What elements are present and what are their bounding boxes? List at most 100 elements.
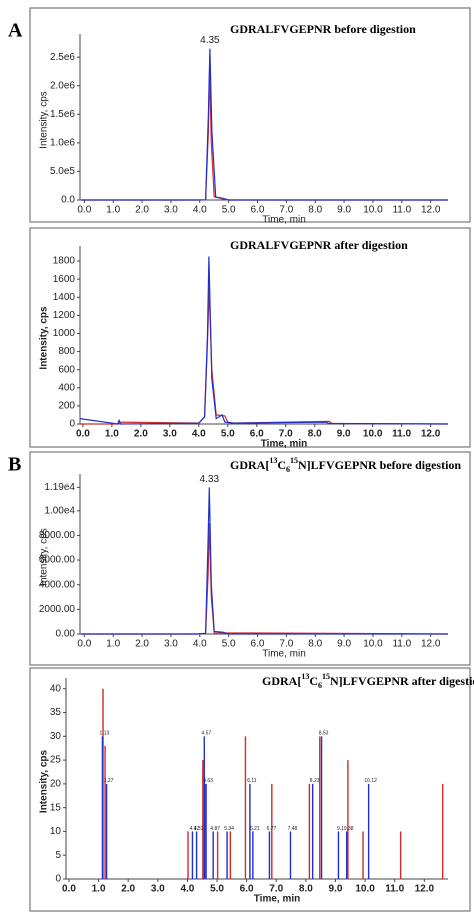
x-tick-label: 1.0 [92, 884, 106, 895]
chart-title: GDRA[13C615N]LFVGEPNR after digestion [262, 672, 474, 690]
x-tick-label: 6.0 [240, 884, 254, 895]
chromatogram-line [81, 523, 449, 635]
y-axis-label: Intensity, cps [39, 306, 50, 370]
x-tick-label: 8.0 [308, 429, 322, 440]
y-tick-label: 0.0 [61, 195, 75, 206]
y-tick-label: 25 [50, 755, 62, 766]
peak-label: 9.1 [337, 826, 344, 832]
title-part: 15 [290, 456, 298, 465]
y-tick-label: 0.00 [56, 629, 76, 640]
peak-label: 4.17 [190, 826, 200, 832]
x-tick-label: 0.0 [76, 429, 90, 440]
y-tick-label: 600 [58, 364, 75, 375]
x-tick-label: 10.0 [363, 639, 383, 650]
x-tick-label: 2.0 [135, 639, 149, 650]
y-tick-label: 1.00e4 [44, 505, 75, 516]
x-tick-label: 12.0 [415, 884, 435, 895]
y-tick-label: 5.0e5 [50, 166, 75, 177]
x-tick-label: 1.0 [106, 205, 120, 216]
peak-label: 1.13 [100, 731, 110, 737]
y-tick-label: 5 [55, 850, 61, 861]
x-tick-label: 11.0 [392, 429, 411, 440]
y-tick-label: 8000.00 [39, 530, 76, 541]
peak-label: 1.27 [104, 778, 114, 784]
x-axis-label: Time, min [254, 894, 301, 905]
x-tick-label: 9.0 [329, 884, 343, 895]
y-tick-label: 6000.00 [39, 555, 76, 566]
chromatogram-line [80, 288, 449, 425]
y-tick-label: 2.5e6 [50, 52, 75, 63]
x-tick-label: 7.0 [279, 639, 293, 650]
y-tick-label: 30 [50, 731, 62, 742]
x-tick-label: 1.0 [106, 639, 120, 650]
x-tick-label: 7.0 [279, 205, 293, 216]
x-tick-label: 3.0 [164, 205, 178, 216]
peak-label: 10.12 [364, 778, 377, 784]
x-tick-label: 8.0 [308, 205, 322, 216]
x-axis-label: Time, min [262, 649, 306, 660]
panel-frame [29, 667, 471, 912]
title-part: 15 [322, 672, 330, 681]
y-tick-label: 1.5e6 [50, 109, 75, 120]
x-tick-label: 5.0 [222, 205, 236, 216]
x-tick-label: 0.0 [77, 205, 91, 216]
panel-frame [29, 7, 471, 223]
y-tick-label: 20 [50, 779, 62, 790]
x-tick-label: 1.0 [105, 429, 119, 440]
peak-label: 5.34 [224, 826, 234, 832]
x-tick-label: 4.0 [180, 884, 194, 895]
title-part: N]LFVGEPNR after digestion [330, 674, 474, 688]
peak-label: 9.38 [344, 826, 354, 832]
y-tick-label: 4000.00 [39, 579, 76, 590]
x-tick-label: 9.0 [337, 205, 351, 216]
x-tick-label: 6.0 [251, 205, 265, 216]
y-tick-label: 10 [50, 826, 62, 837]
x-axis-label: Time, min [262, 215, 306, 226]
x-tick-label: 10.0 [363, 205, 383, 216]
title-part: 6 [318, 681, 322, 690]
x-tick-label: 6.0 [250, 429, 264, 440]
x-tick-label: 5.0 [222, 639, 236, 650]
y-tick-label: 15 [50, 802, 62, 813]
y-tick-label: 0 [55, 874, 61, 885]
title-part: C [277, 458, 286, 472]
peak-annotation: 4.35 [200, 35, 220, 46]
x-tick-label: 3.0 [164, 639, 178, 650]
panel-label: B [8, 454, 21, 476]
x-tick-label: 12.0 [421, 429, 441, 440]
peak-label: 4.31 [194, 826, 204, 832]
x-tick-label: 7.0 [279, 429, 293, 440]
peak-label: 7.48 [288, 826, 298, 832]
y-tick-label: 400 [58, 382, 75, 393]
x-tick-label: 0.0 [62, 884, 76, 895]
x-tick-label: 9.0 [337, 429, 351, 440]
chromatogram-line [81, 68, 448, 201]
y-axis-label: Intensity, cps [39, 528, 50, 586]
x-axis-label: Time, min [261, 439, 308, 450]
x-tick-label: 2.0 [134, 429, 148, 440]
x-tick-label: 5.0 [221, 429, 235, 440]
panel-frame [29, 227, 471, 448]
x-tick-label: 10.0 [363, 429, 383, 440]
x-tick-label: 5.0 [210, 884, 224, 895]
title-part: N]LFVGEPNR before digestion [298, 458, 461, 472]
x-tick-label: 10.0 [355, 884, 375, 895]
peak-label: 6.77 [267, 826, 277, 832]
y-tick-label: 800 [58, 346, 75, 357]
x-tick-label: 12.0 [421, 639, 441, 650]
chart-title: GDRALFVGEPNR after digestion [230, 238, 408, 252]
x-tick-label: 4.0 [193, 639, 207, 650]
peak-label: 6.11 [247, 778, 257, 784]
peak-label: 4.57 [201, 731, 211, 737]
peak-label: 4.87 [210, 826, 220, 832]
y-tick-label: 1.19e4 [44, 482, 75, 493]
title-part: 13 [269, 456, 277, 465]
chart-title: GDRA[13C615N]LFVGEPNR before digestion [230, 456, 461, 474]
panel-frame [29, 451, 471, 666]
x-tick-label: 11.0 [385, 884, 404, 895]
chromatogram-line [79, 256, 449, 425]
peak-label: 6.21 [250, 826, 260, 832]
y-tick-label: 1800 [53, 256, 76, 267]
x-tick-label: 8.0 [308, 639, 322, 650]
y-axis-label: Intensity, cps [39, 749, 50, 813]
